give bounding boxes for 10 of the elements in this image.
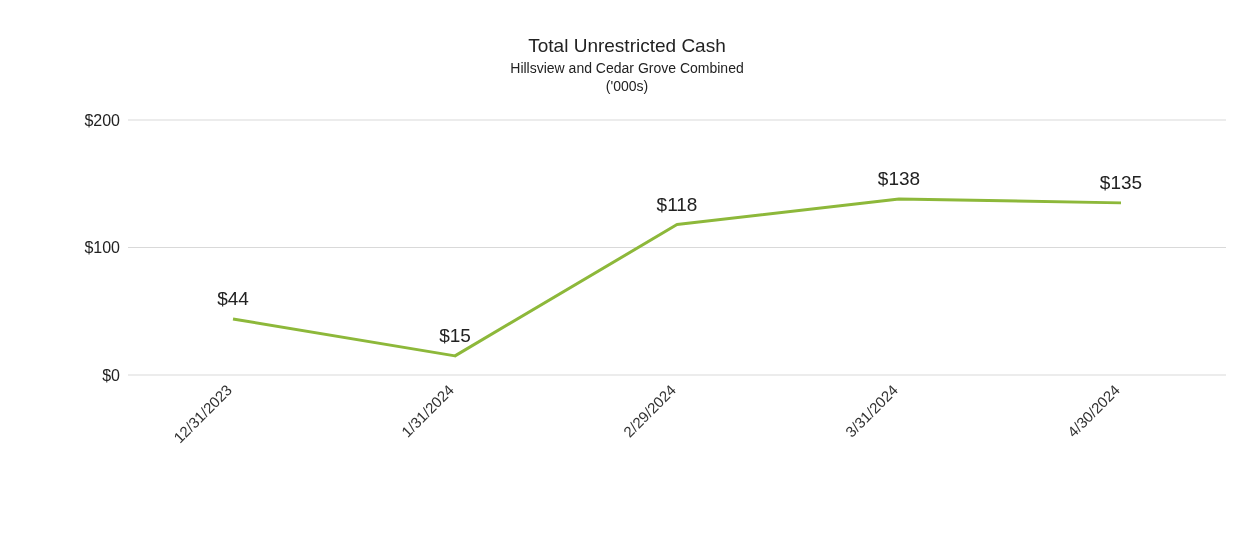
data-label: $135 bbox=[1099, 171, 1143, 193]
y-tick-label: $100 bbox=[84, 239, 121, 257]
data-label: $118 bbox=[656, 193, 698, 215]
data-label: $15 bbox=[439, 324, 471, 346]
data-label: $44 bbox=[217, 287, 250, 309]
y-tick-label: $0 bbox=[102, 366, 121, 384]
chart-title: Total Unrestricted Cash bbox=[527, 34, 727, 58]
data-label: $138 bbox=[877, 168, 921, 190]
y-tick-label: $200 bbox=[84, 111, 121, 129]
chart-subtitle: Hillsview and Cedar Grove Combined ('000s) bbox=[509, 58, 745, 96]
